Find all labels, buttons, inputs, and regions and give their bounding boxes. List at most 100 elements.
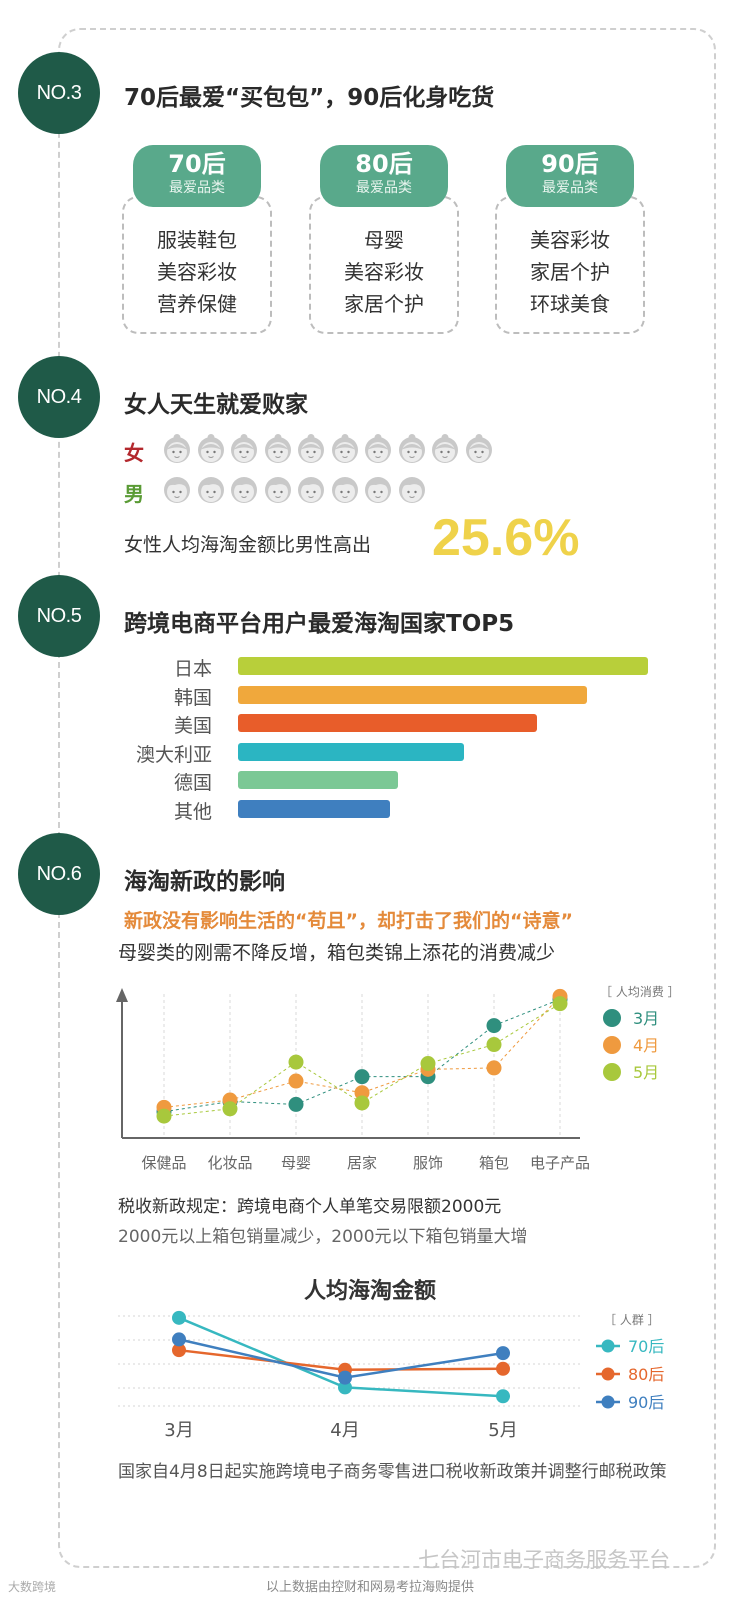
legend-marker [603, 1009, 621, 1027]
legend-marker [601, 1367, 615, 1381]
female-person-icon [330, 434, 360, 468]
category-item: 营养保健 [157, 292, 237, 316]
country-bar [238, 685, 587, 704]
female-person-icon [263, 434, 293, 468]
female-person-icon [296, 434, 326, 468]
data-point [172, 1310, 186, 1325]
country-bar [238, 714, 538, 732]
male-person-icon [397, 474, 427, 508]
data-point [496, 1389, 510, 1404]
category-pill-2: 90后最爱品类 [506, 145, 634, 207]
data-point [338, 1370, 352, 1385]
country-bar [238, 799, 390, 818]
legend-marker [603, 1063, 621, 1081]
category-pill-0: 70后 最爱品类 [133, 145, 261, 207]
generation-label: 80后 [355, 150, 413, 178]
male-person-icon [296, 474, 326, 508]
category-item: 环球美食 [530, 292, 610, 316]
section-title-no6: 海淘新政的影响 [124, 869, 285, 895]
category-tick-label: 服饰 [413, 1154, 443, 1172]
category-card-0: 服装鞋包 美容彩妆 营养保健 [122, 196, 272, 334]
data-point [496, 1361, 510, 1376]
policy-subtitle-dark: 母婴类的刚需不降反增，箱包类锦上添花的消费减少 [118, 942, 556, 964]
data-point [172, 1332, 186, 1347]
data-point [288, 1073, 304, 1089]
male-person-icon [229, 474, 259, 508]
generation-label: 90后 [541, 150, 599, 178]
data-point [496, 1346, 510, 1361]
data-point [156, 1108, 172, 1124]
dashed-frame [58, 28, 716, 1568]
section-title-no3: 70后最爱“买包包”，90后化身吃货 [124, 85, 495, 111]
category-tick-label: 母婴 [281, 1154, 311, 1172]
male-person-icon [162, 474, 192, 508]
month-tick-label: 3月 [164, 1420, 193, 1441]
female-person-icon [229, 434, 259, 468]
y-axis-arrow [116, 988, 128, 1002]
data-point [354, 1095, 370, 1111]
legend-title: ［ 人均消费 ］ [600, 985, 680, 999]
legend-marker [601, 1395, 615, 1409]
category-item: 美容彩妆 [344, 260, 424, 284]
data-point [354, 1069, 370, 1085]
badge-no5: NO.5 [18, 575, 100, 657]
category-tick-label: 化妆品 [207, 1154, 252, 1172]
country-label: 其他 [173, 800, 212, 823]
category-tick-label: 箱包 [479, 1154, 509, 1172]
category-item: 美容彩妆 [530, 228, 610, 252]
data-point [552, 996, 568, 1012]
male-person-icon [196, 474, 226, 508]
section-title-no4: 女人天生就爱败家 [124, 392, 308, 418]
legend-title: ［ 人群 ］ [604, 1313, 660, 1327]
data-point [288, 1054, 304, 1070]
country-label: 韩国 [173, 686, 212, 709]
data-source: 以上数据由控财和网易考拉海购提供 [265, 1580, 474, 1595]
section-title-no5: 跨境电商平台用户最爱海淘国家TOP5 [124, 611, 515, 637]
legend-entry: 70后 [628, 1337, 664, 1356]
category-tick-label: 电子产品 [530, 1154, 590, 1172]
data-point [288, 1096, 304, 1112]
male-label: 男 [124, 482, 144, 506]
data-point [420, 1056, 436, 1072]
category-tick-label: 保健品 [141, 1154, 186, 1172]
category-card-1: 母婴美容彩妆家居个护 [309, 196, 459, 334]
legend-entry: 90后 [628, 1393, 664, 1412]
policy-final-note: 国家自4月8日起实施跨境电子商务零售进口税收新政策并调整行邮税政策 [118, 1462, 667, 1482]
category-item: 家居个护 [344, 292, 424, 316]
country-bar [238, 771, 398, 789]
favorite-category-label: 最爱品类 [356, 180, 412, 196]
female-label: 女 [124, 441, 144, 465]
legend-marker [603, 1036, 621, 1054]
category-tick-label: 居家 [347, 1154, 377, 1172]
badge-no4: NO.4 [18, 356, 100, 438]
favorite-category-label: 最爱品类 [169, 180, 225, 196]
legend-entry: 3月 [633, 1009, 659, 1028]
category-pill-1: 80后最爱品类 [320, 145, 448, 207]
male-person-icon [330, 474, 360, 508]
chart2-title: 人均海淘金额 [303, 1279, 436, 1304]
female-person-icon [430, 434, 460, 468]
country-label: 美国 [173, 715, 212, 737]
male-person-icon [363, 474, 393, 508]
month-tick-label: 5月 [488, 1420, 517, 1441]
female-person-icon [397, 434, 427, 468]
category-item: 家居个护 [530, 260, 610, 284]
data-point [486, 1018, 502, 1034]
tax-policy-note: 税收新政规定：跨境电商个人单笔交易限额2000元 [118, 1197, 502, 1217]
legend-marker [601, 1339, 615, 1353]
data-point [486, 1037, 502, 1053]
data-point [486, 1060, 502, 1076]
country-label: 日本 [173, 658, 212, 680]
female-person-icon [196, 434, 226, 468]
female-person-icon [464, 434, 494, 468]
category-item: 母婴 [364, 228, 404, 252]
per-capita-amount-chart: 3月 4月 5月 ［ 人群 ］ 70后 80后 90后 [118, 1310, 664, 1441]
country-bar [238, 657, 648, 675]
country-label: 德国 [173, 772, 212, 794]
country-label: 澳大利亚 [135, 743, 212, 766]
category-spending-chart: 保健品 化妆品 母婴 居家 服饰 箱包 电子产品 ［ 人均消费 ］ 3月 4月 5月 [116, 985, 680, 1172]
legend-entry: 5月 [633, 1063, 659, 1082]
data-point [338, 1380, 352, 1395]
favorite-category-label: 最爱品类 [542, 180, 598, 196]
percent-highlight: 25.6% [432, 509, 580, 567]
